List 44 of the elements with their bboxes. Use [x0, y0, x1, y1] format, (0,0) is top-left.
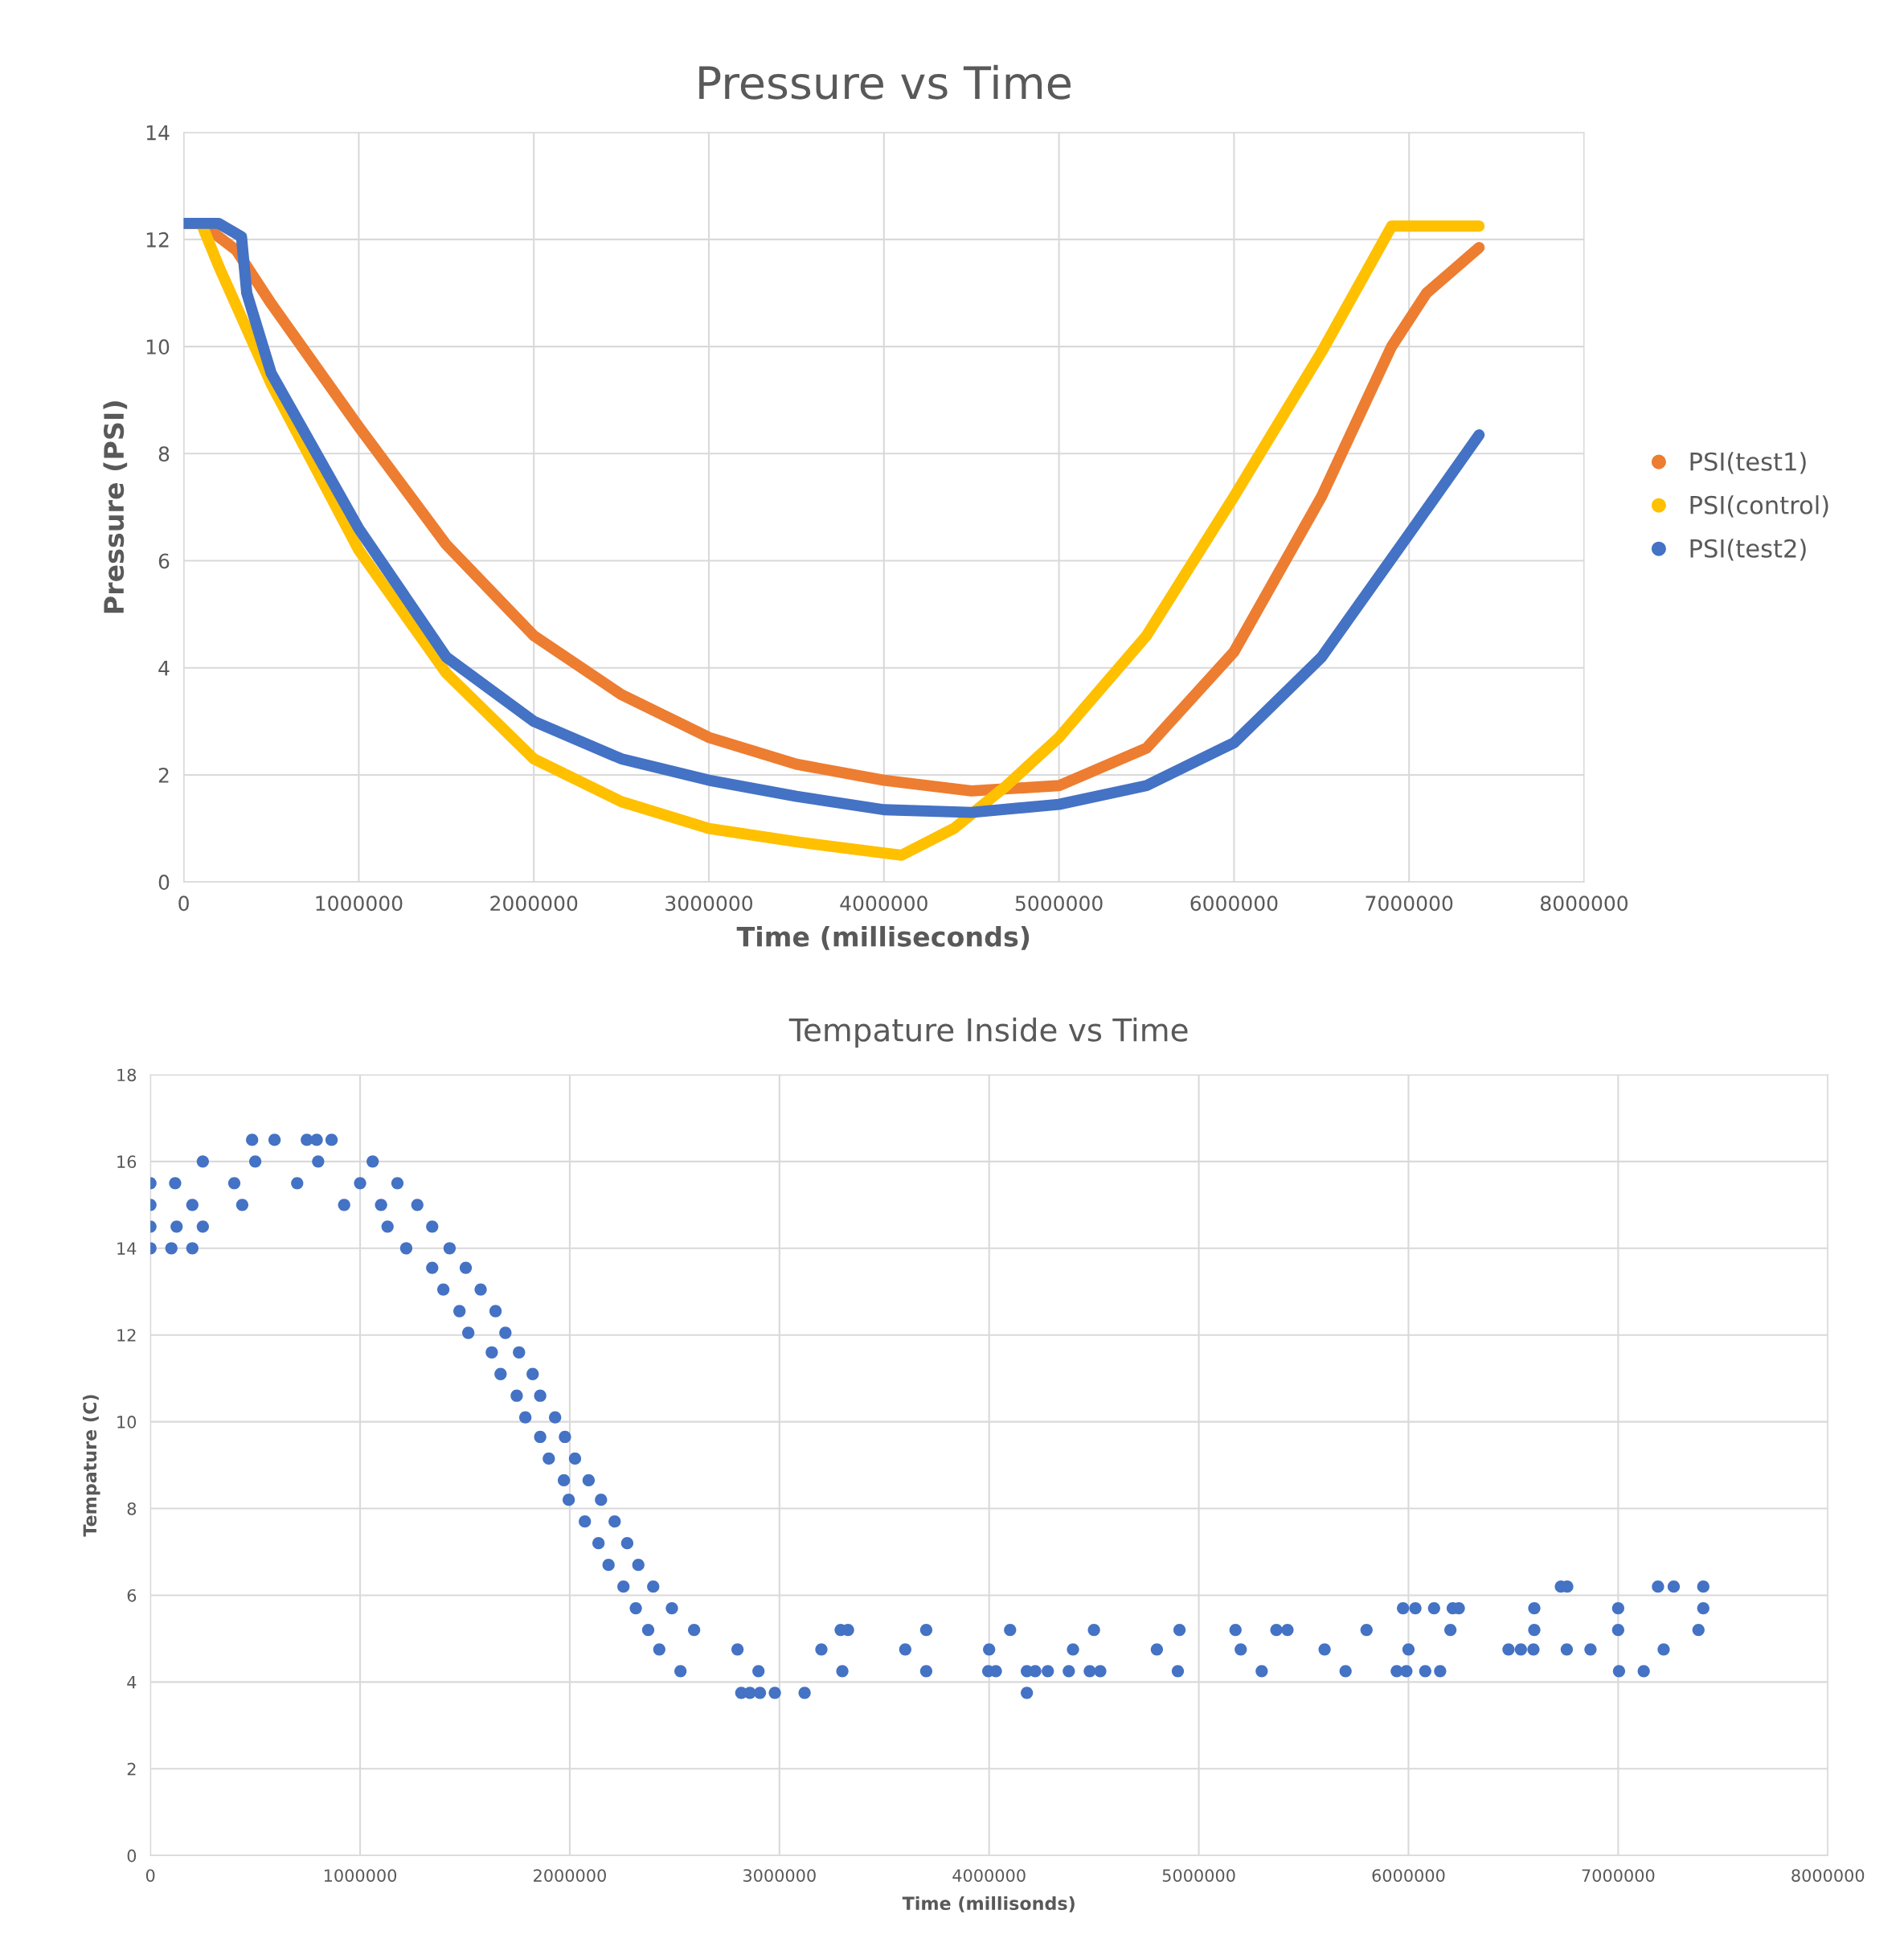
legend-label: PSI(test1) [1690, 452, 1806, 474]
y-tick-label: 0 [158, 875, 170, 891]
y-tick-label: 10 [117, 1416, 137, 1428]
y-tick-label: 2 [158, 767, 169, 783]
y-tick-label: 14 [146, 125, 170, 141]
y-tick-label: 8 [158, 446, 170, 462]
y-axis-title: Pressure (PSI) [103, 401, 128, 613]
y-tick-label: 14 [117, 1242, 137, 1255]
y-tick-label: 10 [146, 339, 170, 355]
x-tick-label: 5000000 [1162, 1869, 1235, 1882]
x-tick-label: 3000000 [665, 896, 753, 912]
x-axis-title: Time (milliseconds) [736, 925, 1030, 950]
x-tick-label: 8000000 [1541, 896, 1628, 912]
legend-label: PSI(control) [1690, 495, 1828, 518]
x-axis-title: Time (millisonds) [902, 1896, 1075, 1912]
y-tick-label: 8 [127, 1502, 137, 1515]
x-tick-label: 0 [178, 896, 189, 912]
y-tick-label: 18 [117, 1068, 137, 1082]
x-tick-label: 6000000 [1190, 896, 1278, 912]
chart-title: Tempature Inside vs Time [788, 1017, 1188, 1048]
x-tick-label: 2000000 [490, 896, 578, 912]
x-tick-label: 1000000 [324, 1869, 397, 1882]
chart-title: Pressure vs Time [699, 64, 1071, 100]
x-tick-label: 7000000 [1366, 896, 1453, 912]
y-tick-label: 0 [127, 1849, 137, 1863]
x-tick-label: 8000000 [1791, 1869, 1865, 1882]
y-tick-label: 12 [146, 232, 169, 248]
y-tick-label: 4 [127, 1676, 137, 1689]
y-tick-label: 4 [158, 661, 170, 676]
x-tick-label: 1000000 [316, 896, 403, 912]
y-tick-label: 6 [158, 553, 170, 569]
x-tick-label: 6000000 [1372, 1869, 1445, 1882]
y-tick-label: 6 [127, 1588, 137, 1602]
x-tick-label: 3000000 [743, 1869, 816, 1882]
y-tick-label: 16 [117, 1155, 137, 1169]
y-tick-label: 12 [117, 1329, 136, 1342]
y-axis-title: Tempature (C) [83, 1395, 100, 1537]
y-tick-label: 2 [127, 1762, 136, 1776]
x-tick-label: 4000000 [952, 1869, 1026, 1882]
x-tick-label: 2000000 [534, 1869, 606, 1882]
x-tick-label: 4000000 [840, 896, 927, 912]
x-tick-label: 7000000 [1582, 1869, 1655, 1882]
legend-label: PSI(test2) [1690, 539, 1806, 561]
x-tick-label: 5000000 [1015, 896, 1103, 912]
